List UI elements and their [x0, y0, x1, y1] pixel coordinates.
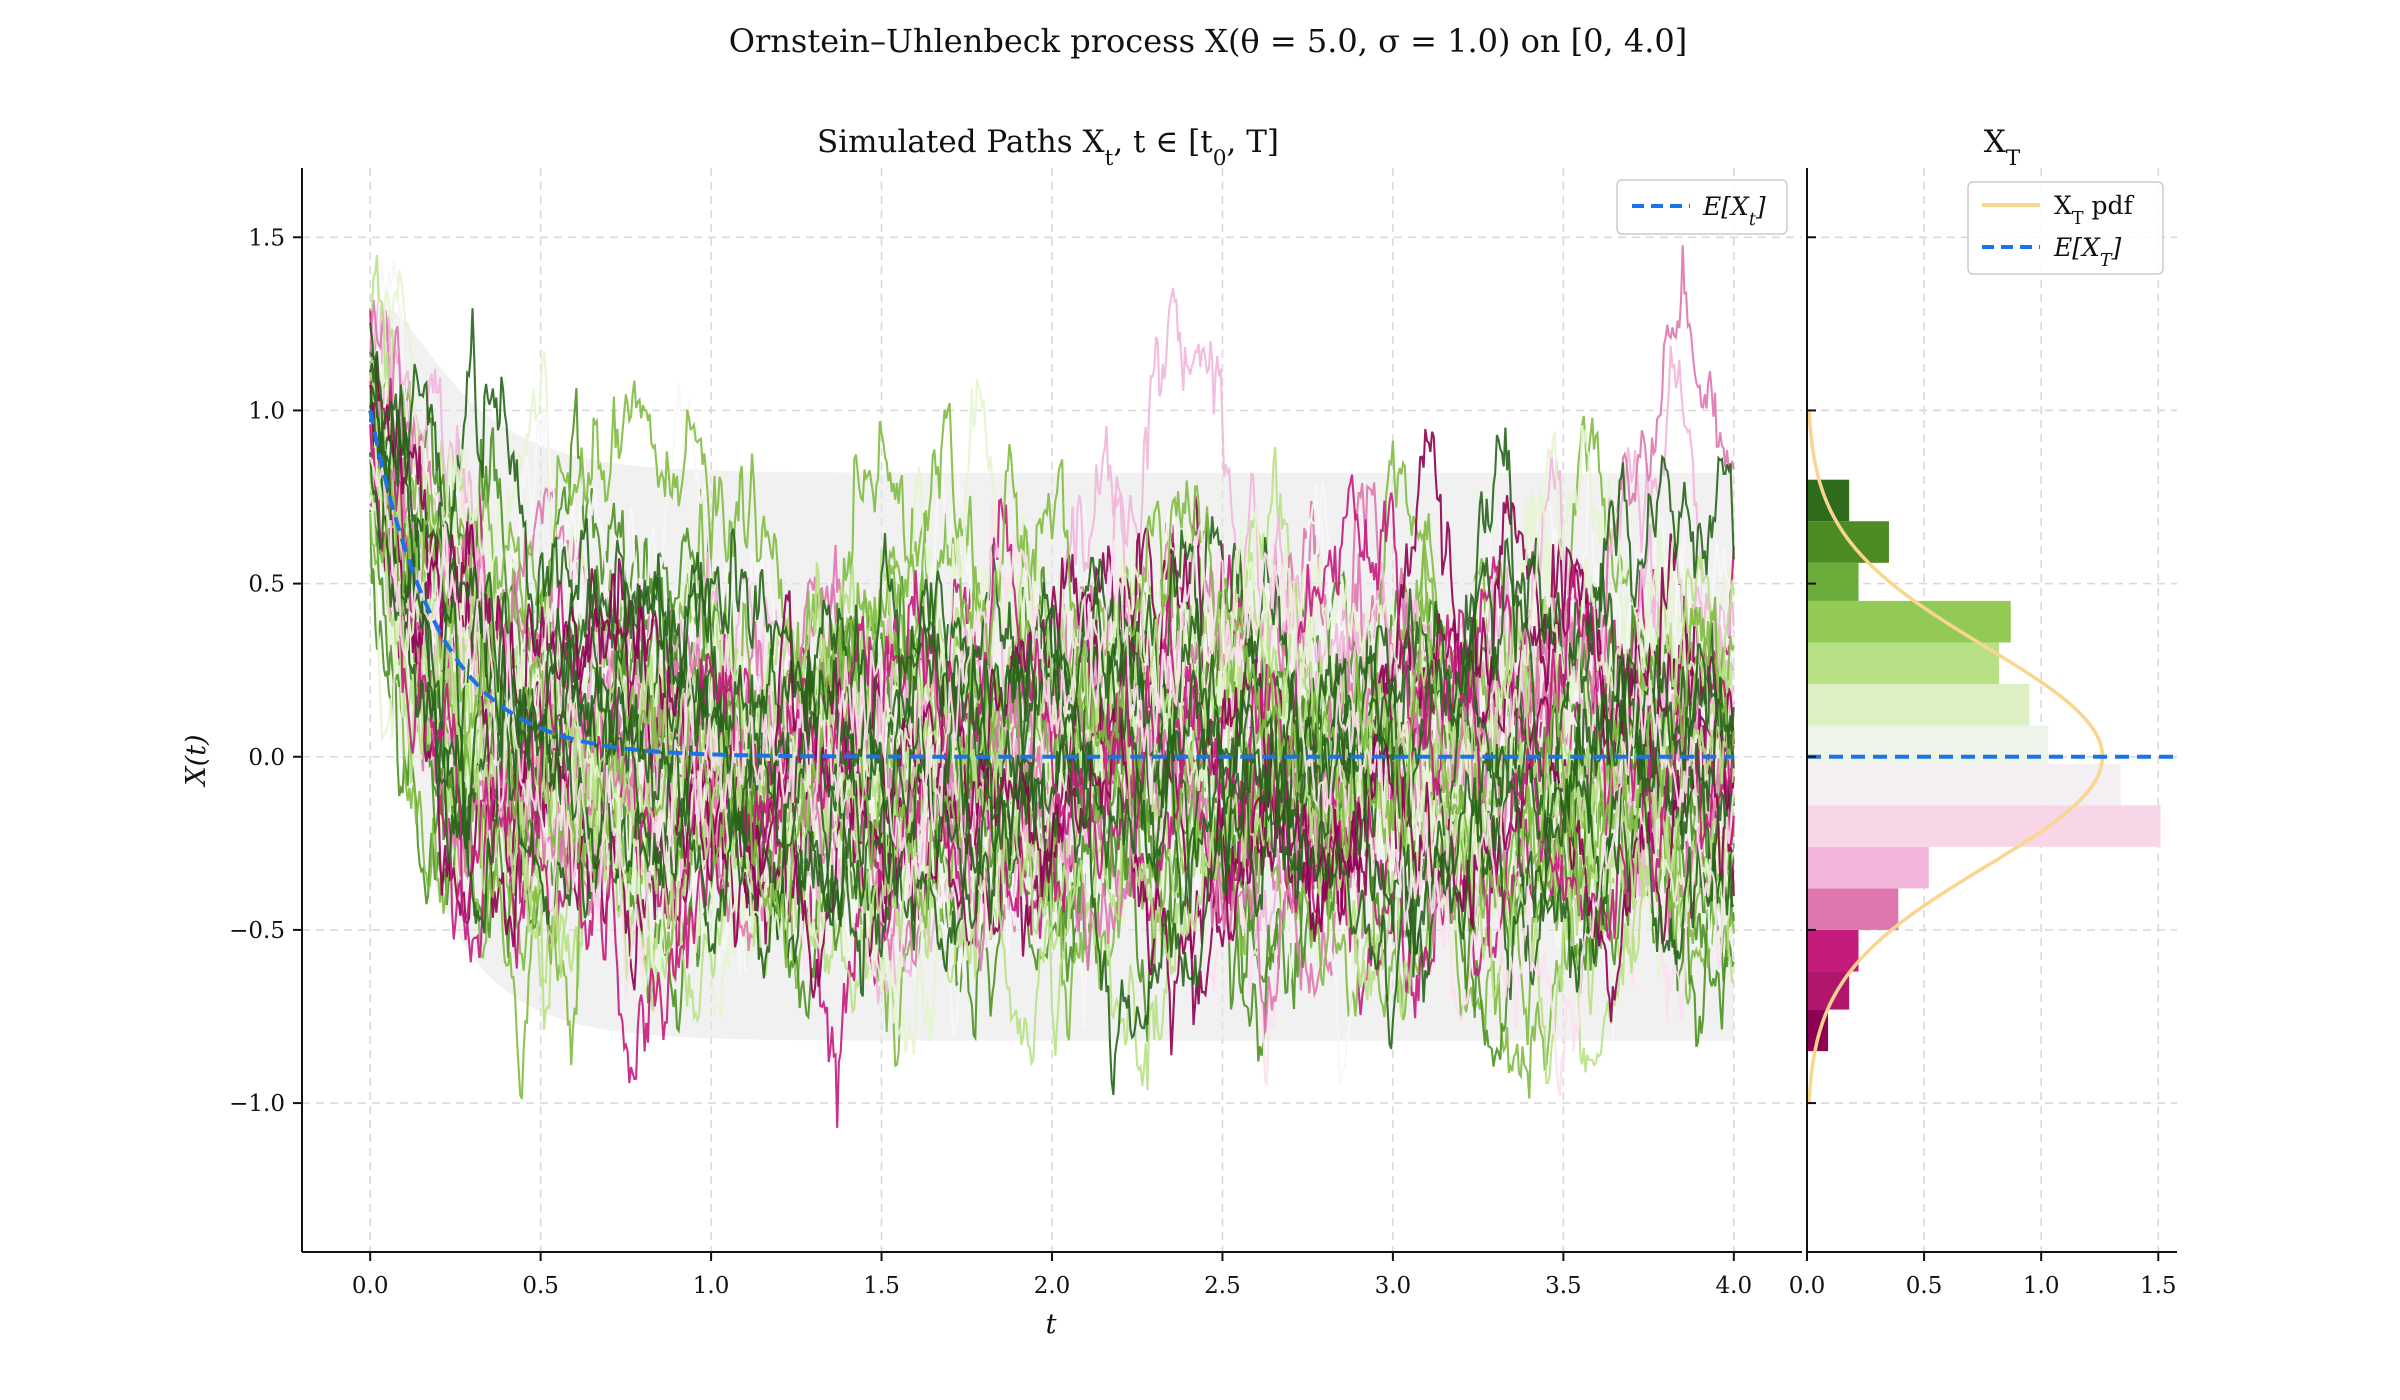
sample-path: [369, 442, 1735, 1091]
terminal-panel-title: XT: [1984, 124, 2021, 171]
x-tick-label: 0.0: [352, 1273, 389, 1299]
sample-path: [369, 443, 1735, 969]
simulated-paths: [369, 245, 1735, 1128]
sample-path: [369, 351, 1735, 979]
histogram-bar: [1807, 888, 1899, 930]
y-tick-label: 1.0: [248, 398, 285, 424]
sample-path: [369, 384, 1735, 999]
histogram-bar: [1807, 521, 1889, 563]
paths-axes: 0.0 0.5 1.0 1.5 2.0 2.5 3.0 3.5 4.0 −1.0 −0.5 0.0 0.…: [229, 168, 1802, 1299]
histogram-bar: [1807, 971, 1850, 1010]
histogram-bar: [1807, 562, 1859, 601]
y-tick-label: −1.0: [229, 1091, 285, 1117]
terminal-histogram: [1807, 479, 2161, 1052]
x-tick-label: 4.0: [1716, 1273, 1753, 1299]
paths-panel: Simulated Paths Xt, t ∈ [t0, T] 0.0 0.5 1.…: [181, 124, 1802, 1340]
histogram-bar: [1807, 929, 1859, 972]
x-tick-label: 0.5: [522, 1273, 559, 1299]
x-axis-label: t: [1046, 1309, 1057, 1340]
histogram-bar: [1807, 846, 1929, 889]
y-tick-label: 1.5: [248, 225, 285, 251]
x-tick-label: 1.0: [693, 1273, 730, 1299]
mean-curve-layer: [368, 409, 1734, 759]
x-tick-label: 3.0: [1375, 1273, 1412, 1299]
paths-panel-title: Simulated Paths Xt, t ∈ [t0, T]: [817, 124, 1279, 171]
sample-path: [369, 425, 1735, 996]
histogram-bar: [1807, 479, 1850, 522]
sample-path: [369, 384, 1735, 1050]
legend-mean-label: E[Xt]: [1702, 192, 1766, 230]
x-tick-label: 3.5: [1545, 1273, 1582, 1299]
histogram-bar: [1807, 805, 2161, 847]
sample-path: [369, 322, 1735, 993]
sample-path: [369, 355, 1735, 1056]
legend-terminal-mean-label: E[XT]: [2053, 233, 2122, 271]
y-tick-label: 0.5: [248, 572, 285, 598]
side-x-tick-label: 0.0: [1789, 1273, 1826, 1299]
y-tick-label: 0.0: [248, 745, 285, 771]
terminal-legend: XT pdf E[XT]: [1967, 181, 2164, 275]
y-axis-label: X(t): [181, 734, 212, 787]
legend-pdf-label: XT pdf: [2054, 191, 2134, 229]
terminal-distribution-panel: XT 0.0 0.5 1.0 1.5 XT pdf E[XT]: [1789, 124, 2177, 1299]
x-tick-label: 2.0: [1034, 1273, 1071, 1299]
terminal-axes: 0.0 0.5 1.0 1.5: [1789, 168, 2177, 1299]
histogram-bar: [1807, 763, 2121, 806]
paths-legend: E[Xt]: [1616, 179, 1788, 235]
legend-frame: [1616, 179, 1788, 235]
side-x-tick-label: 1.0: [2023, 1273, 2060, 1299]
histogram-bar: [1807, 600, 2011, 643]
histogram-bar: [1807, 684, 2030, 726]
mean-curve: [368, 409, 1734, 759]
sample-path: [369, 468, 1735, 1085]
y-tick-label: −0.5: [229, 918, 285, 944]
side-x-tick-label: 0.5: [1906, 1273, 1943, 1299]
side-x-tick-label: 1.5: [2140, 1273, 2177, 1299]
sample-path: [369, 456, 1735, 1097]
sample-path: [369, 450, 1735, 905]
x-tick-label: 2.5: [1204, 1273, 1241, 1299]
figure-title: Ornstein–Uhlenbeck process X(θ = 5.0, σ …: [729, 22, 1687, 60]
x-tick-label: 1.5: [863, 1273, 900, 1299]
histogram-bar: [1807, 642, 2000, 685]
